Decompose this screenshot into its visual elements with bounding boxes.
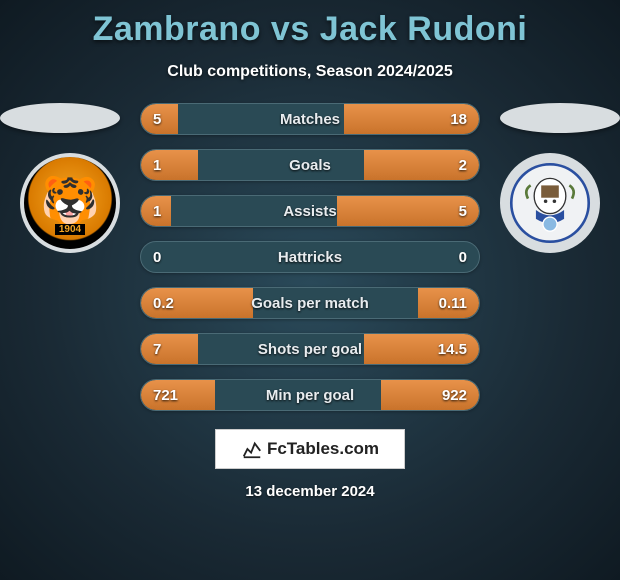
stat-label: Min per goal (141, 380, 479, 411)
chart-icon (241, 438, 263, 460)
stat-row: 15Assists (140, 195, 480, 227)
player1-name: Zambrano (93, 10, 261, 48)
content-area: 🐯 1904 518Matches 12Goals 15Assists 00Hattr… (0, 103, 620, 411)
stat-row: 0.20.11Goals per match (140, 287, 480, 319)
stat-row: 714.5Shots per goal (140, 333, 480, 365)
brand-badge: FcTables.com (215, 429, 405, 469)
brand-text: FcTables.com (267, 439, 379, 459)
club-crest-right (500, 153, 600, 253)
date-text: 13 december 2024 (0, 483, 620, 500)
stat-label: Shots per goal (141, 334, 479, 365)
comparison-title: Zambrano vs Jack Rudoni (0, 0, 620, 49)
stat-row: 518Matches (140, 103, 480, 135)
coventry-crest-icon (506, 159, 594, 247)
right-platform-oval (500, 103, 620, 133)
stat-label: Goals per match (141, 288, 479, 319)
left-platform-oval (0, 103, 120, 133)
vs-text: vs (271, 10, 310, 48)
stat-row: 12Goals (140, 149, 480, 181)
stat-label: Hattricks (141, 242, 479, 273)
stat-label: Goals (141, 150, 479, 181)
stat-bars-container: 518Matches 12Goals 15Assists 00Hattricks 0.2… (140, 103, 480, 411)
crest-year: 1904 (55, 224, 85, 235)
stat-row: 00Hattricks (140, 241, 480, 273)
stat-label: Matches (141, 104, 479, 135)
stat-row: 721922Min per goal (140, 379, 480, 411)
stat-label: Assists (141, 196, 479, 227)
subtitle: Club competitions, Season 2024/2025 (0, 63, 620, 81)
player2-name: Jack Rudoni (320, 10, 528, 48)
club-crest-left: 🐯 1904 (20, 153, 120, 253)
tiger-icon: 🐯 (40, 179, 100, 227)
